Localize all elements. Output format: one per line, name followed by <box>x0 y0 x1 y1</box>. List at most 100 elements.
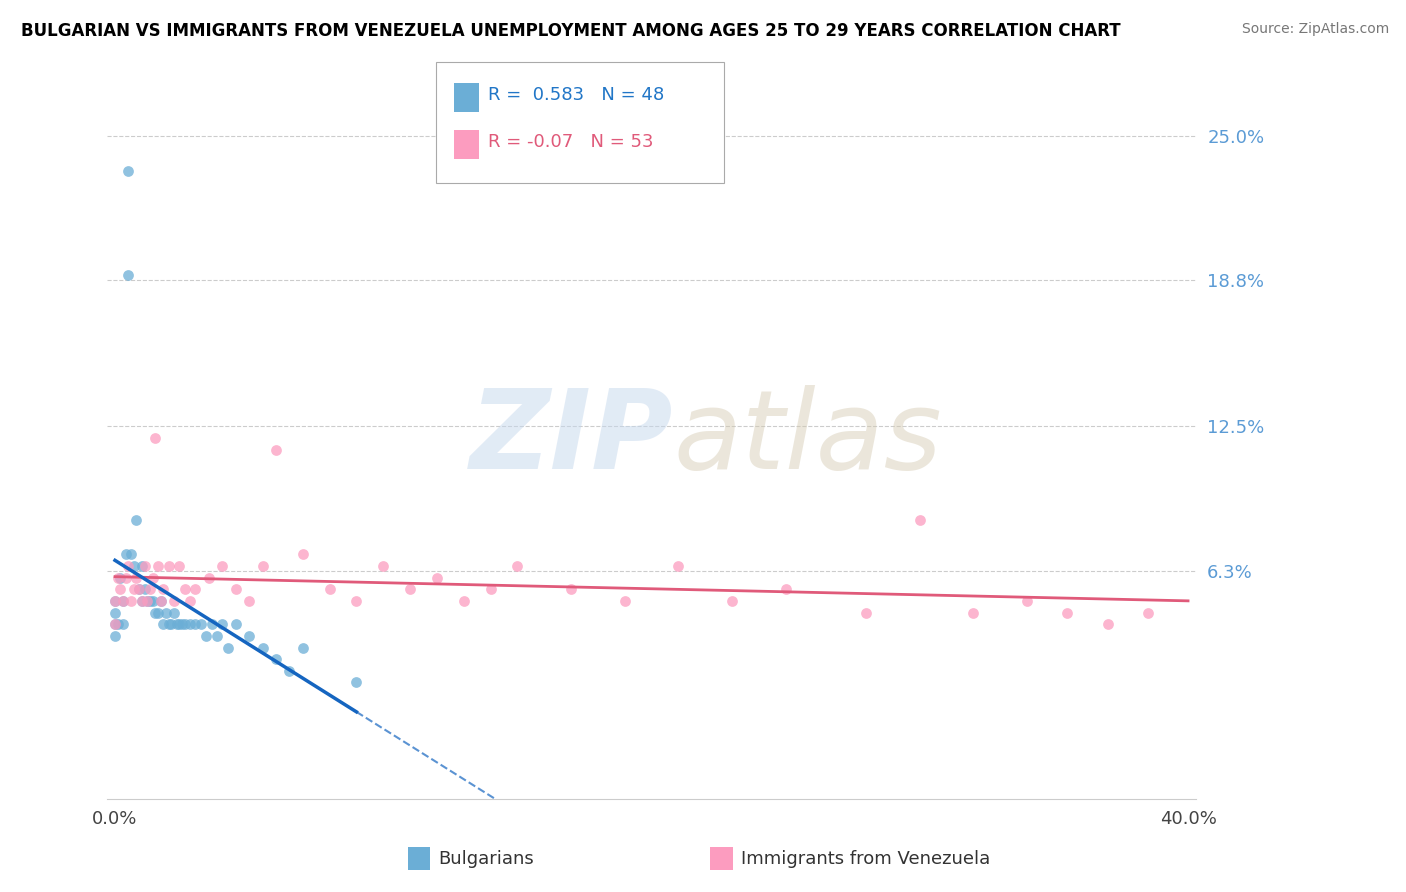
Point <box>173 582 195 597</box>
Point <box>225 582 247 597</box>
Point <box>1136 606 1159 620</box>
Point <box>721 594 744 608</box>
Point <box>190 617 212 632</box>
Point <box>131 594 153 608</box>
Point <box>143 431 166 445</box>
Point <box>318 582 340 597</box>
Point <box>139 594 162 608</box>
Point <box>613 594 636 608</box>
Point <box>149 594 172 608</box>
Point <box>152 617 174 632</box>
Point <box>146 559 169 574</box>
Point <box>157 617 180 632</box>
Point <box>195 629 218 643</box>
Point <box>160 617 183 632</box>
Point <box>775 582 797 597</box>
Point <box>136 594 159 608</box>
Point <box>166 617 188 632</box>
Point <box>1017 594 1039 608</box>
Point <box>114 548 136 562</box>
Point <box>146 606 169 620</box>
Point <box>122 582 145 597</box>
Point <box>155 606 177 620</box>
Point <box>125 512 148 526</box>
Point <box>152 582 174 597</box>
Point <box>112 617 135 632</box>
Text: atlas: atlas <box>673 384 942 491</box>
Point <box>211 617 233 632</box>
Point <box>399 582 422 597</box>
Point <box>104 617 127 632</box>
Point <box>110 571 132 585</box>
Point <box>1097 617 1119 632</box>
Point <box>198 571 221 585</box>
Point <box>184 582 207 597</box>
Point <box>291 640 314 655</box>
Point <box>104 617 127 632</box>
Point <box>163 606 186 620</box>
Point <box>142 571 165 585</box>
Point <box>143 606 166 620</box>
Point <box>110 582 132 597</box>
Point <box>117 559 139 574</box>
Point <box>128 582 150 597</box>
Point <box>479 582 502 597</box>
Point <box>506 559 529 574</box>
Point <box>179 594 201 608</box>
Point <box>426 571 449 585</box>
Y-axis label: Unemployment Among Ages 25 to 29 years: Unemployment Among Ages 25 to 29 years <box>0 256 8 620</box>
Point <box>134 582 156 597</box>
Point <box>112 594 135 608</box>
Point <box>238 594 260 608</box>
Point <box>172 617 194 632</box>
Point <box>205 629 228 643</box>
Point <box>142 594 165 608</box>
Point <box>169 559 191 574</box>
Point <box>157 559 180 574</box>
Point <box>184 617 207 632</box>
Point <box>291 548 314 562</box>
Point <box>139 582 162 597</box>
Point <box>104 594 127 608</box>
Point <box>131 594 153 608</box>
Text: ZIP: ZIP <box>470 384 673 491</box>
Point <box>560 582 582 597</box>
Text: BULGARIAN VS IMMIGRANTS FROM VENEZUELA UNEMPLOYMENT AMONG AGES 25 TO 29 YEARS CO: BULGARIAN VS IMMIGRANTS FROM VENEZUELA U… <box>21 22 1121 40</box>
Point <box>149 594 172 608</box>
Point <box>104 629 127 643</box>
Point <box>120 594 142 608</box>
Point <box>134 559 156 574</box>
Point <box>117 268 139 283</box>
Point <box>112 594 135 608</box>
Text: Source: ZipAtlas.com: Source: ZipAtlas.com <box>1241 22 1389 37</box>
Point <box>346 594 368 608</box>
Text: Bulgarians: Bulgarians <box>439 850 534 868</box>
Point <box>104 594 127 608</box>
Point <box>173 617 195 632</box>
Point <box>264 652 287 666</box>
Point <box>278 664 301 678</box>
Point <box>373 559 395 574</box>
Text: R = -0.07   N = 53: R = -0.07 N = 53 <box>488 133 654 151</box>
Point <box>120 548 142 562</box>
Point <box>666 559 689 574</box>
Point <box>217 640 239 655</box>
Point <box>131 559 153 574</box>
Text: R =  0.583   N = 48: R = 0.583 N = 48 <box>488 86 664 103</box>
Point <box>179 617 201 632</box>
Point <box>252 640 274 655</box>
Point <box>128 582 150 597</box>
Point <box>169 617 191 632</box>
Point <box>200 617 222 632</box>
Point <box>908 512 931 526</box>
Point <box>107 571 129 585</box>
Point <box>1056 606 1078 620</box>
Point <box>252 559 274 574</box>
Point <box>117 163 139 178</box>
Point <box>136 594 159 608</box>
Point <box>107 617 129 632</box>
Point <box>122 559 145 574</box>
Text: Immigrants from Venezuela: Immigrants from Venezuela <box>741 850 990 868</box>
Point <box>163 594 186 608</box>
Point <box>264 442 287 457</box>
